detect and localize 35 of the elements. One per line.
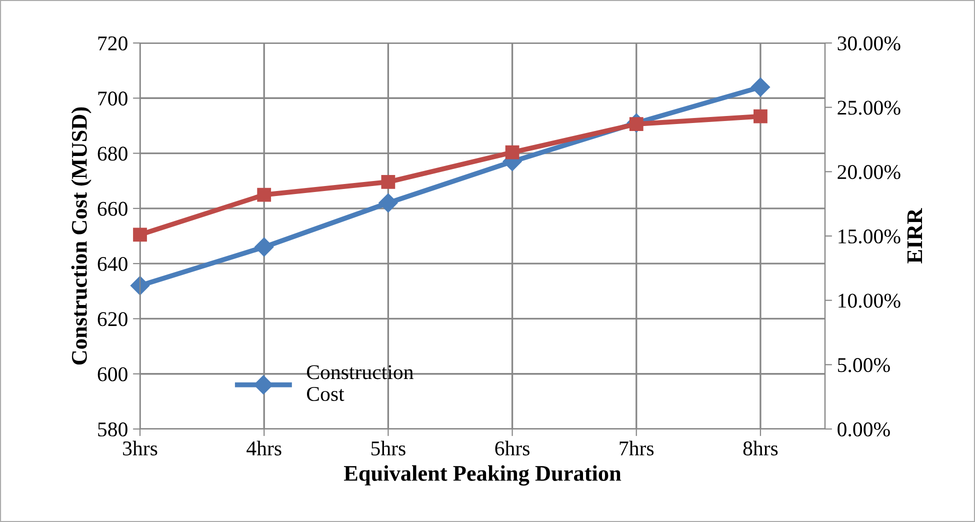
y2-tick-label: 0.00% <box>838 422 890 437</box>
point <box>378 193 398 212</box>
x-tick-label: 3hrs <box>123 440 158 456</box>
point <box>629 117 644 132</box>
legend-label: Construction Cost <box>306 365 414 401</box>
y-tick-label: 640 <box>98 256 128 272</box>
y-tick-label: 680 <box>98 146 128 161</box>
point <box>133 228 147 242</box>
y-tick-label: 700 <box>98 92 128 106</box>
y-tick-label: 620 <box>98 312 128 326</box>
y2-tick-label: 30.00% <box>838 36 900 51</box>
y2-tick-label: 20.00% <box>838 165 900 180</box>
x-tick-label: 7hrs <box>620 440 654 456</box>
y2-tick-label: 5.00% <box>838 358 890 372</box>
x-tick-label: 6hrs <box>495 440 530 456</box>
y-axis-title: Construction Cost (MUSD) <box>71 107 92 365</box>
y-tick-label: 660 <box>98 202 128 216</box>
y-tick-label: 580 <box>98 422 128 436</box>
point <box>254 237 274 257</box>
x-tick-label: 5hrs <box>371 440 406 456</box>
y2-tick-label: 25.00% <box>838 100 900 115</box>
point <box>381 175 396 189</box>
point <box>754 109 768 124</box>
y2-axis-title: EIRR <box>907 208 922 264</box>
x-tick-label: 4hrs <box>246 440 282 456</box>
point <box>257 188 272 202</box>
x-axis-title: Equivalent Peaking Duration <box>344 465 622 486</box>
x-tick-label: 8hrs <box>743 440 778 456</box>
y2-tick-label: 15.00% <box>838 229 900 244</box>
point <box>750 78 770 97</box>
point <box>505 145 520 160</box>
point <box>130 276 150 296</box>
y-tick-label: 600 <box>98 367 128 382</box>
y2-tick-label: 10.00% <box>838 294 900 308</box>
y-tick-label: 720 <box>98 36 128 50</box>
